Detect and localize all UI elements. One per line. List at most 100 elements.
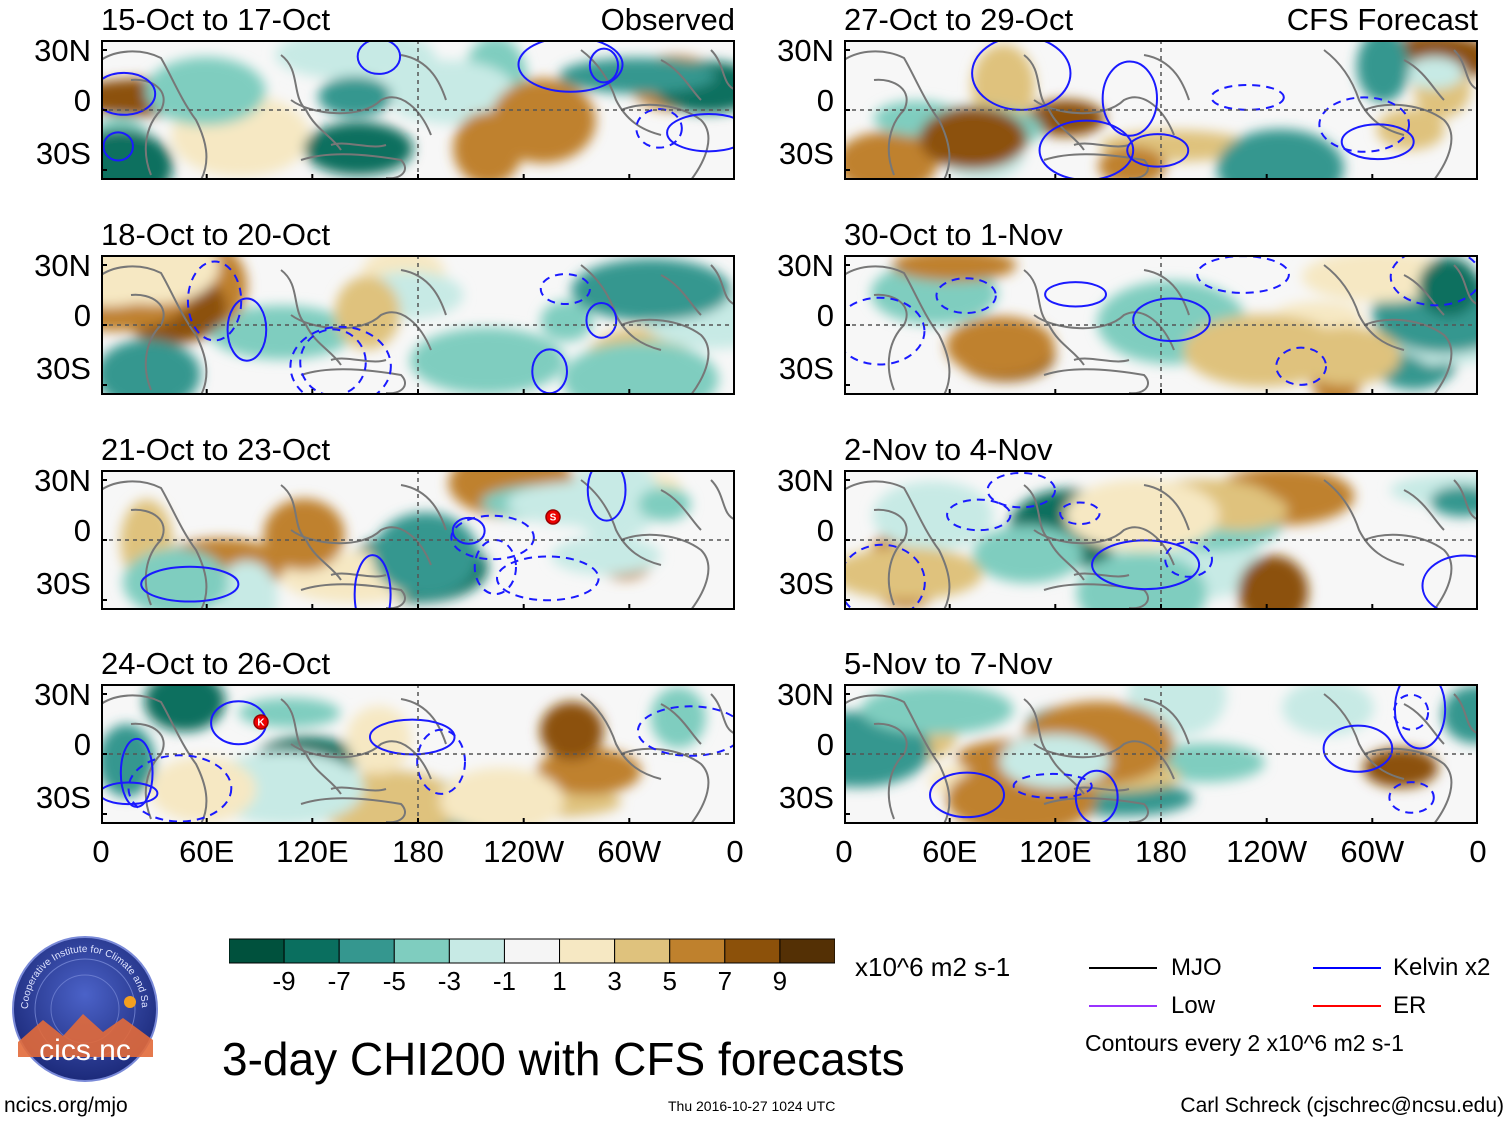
anomaly-blob — [318, 76, 392, 117]
kelvin-contour — [451, 516, 486, 545]
footer-url: ncics.org/mjo — [4, 1094, 128, 1117]
colorbar-tick-7: 5 — [662, 966, 677, 996]
anomaly-blob — [536, 748, 642, 795]
ytick-p4-2: 30S — [35, 780, 91, 815]
legend-label-kelvin: Kelvin x2 — [1393, 954, 1491, 981]
xtick-left-2: 120E — [276, 834, 349, 869]
kelvin-contour — [1044, 281, 1108, 308]
kelvin-contour — [1318, 96, 1411, 153]
colorbar-swatches — [228, 938, 836, 964]
kelvin-contour — [1012, 772, 1093, 799]
kelvin-contour — [101, 71, 157, 116]
anomaly-blob — [1282, 684, 1374, 736]
kelvin-contour — [586, 470, 627, 522]
ytick-p8-0: 30N — [777, 677, 834, 712]
anomaly-blob — [1442, 685, 1478, 744]
xtick-left-4: 120W — [483, 834, 565, 869]
anomaly-blob — [101, 339, 201, 395]
anomaly-blob — [540, 300, 593, 342]
anomaly-blob — [209, 305, 355, 360]
anomaly-blob — [145, 56, 266, 126]
ytick-p1-1: 0 — [73, 83, 91, 118]
ytick-p1-2: 30S — [35, 136, 91, 171]
observed-label: Observed — [600, 2, 735, 37]
anomaly-blob — [972, 525, 1083, 583]
kelvin-contour — [1389, 255, 1478, 307]
anomaly-blob — [1098, 146, 1167, 180]
ytick-p5-2: 30S — [778, 136, 834, 171]
legend: MJO Kelvin x2 Low ER Contours every 2 x1… — [1085, 948, 1505, 1058]
anomaly-blob — [1064, 478, 1220, 552]
kelvin-contour — [356, 40, 402, 75]
kelvin-contour — [844, 296, 926, 366]
kelvin-contour — [140, 565, 240, 603]
xtick-right-3: 180 — [1135, 834, 1187, 869]
panel-title-p8: 5-Nov to 7-Nov — [844, 646, 1053, 681]
colorbar-swatch-4 — [448, 938, 505, 964]
xtick-right-5: 60W — [1340, 834, 1405, 869]
kelvin-contour — [585, 301, 618, 339]
storm-marker-letter: K — [257, 718, 265, 729]
logo-text: cics.nc — [39, 1034, 131, 1067]
anomaly-blob — [453, 111, 523, 180]
anomaly-blob — [304, 121, 414, 176]
kelvin-contour — [1210, 83, 1285, 111]
kelvin-contour — [1421, 554, 1478, 610]
panel-title-p2: 18-Oct to 20-Oct — [101, 217, 331, 252]
anomaly-blob — [101, 129, 173, 180]
colorbar-swatch-7 — [614, 938, 671, 964]
kelvin-contour — [844, 543, 926, 610]
kelvin-contour — [1275, 346, 1328, 386]
ytick-p6-2: 30S — [778, 351, 834, 386]
map-panel-p4: K — [101, 684, 735, 824]
kelvin-contour — [1091, 539, 1201, 591]
footer-timestamp: Thu 2016-10-27 1024 UTC — [668, 1098, 836, 1114]
kelvin-contour — [588, 47, 619, 84]
panel-title-p3: 21-Oct to 23-Oct — [101, 432, 331, 467]
ytick-p5-1: 0 — [816, 83, 834, 118]
colorbar-swatch-1 — [283, 938, 340, 964]
ytick-p2-0: 30N — [34, 248, 91, 283]
colorbar-tick-0: -9 — [272, 966, 296, 996]
kelvin-contour — [299, 328, 367, 395]
anomaly-blob — [1430, 485, 1478, 517]
kelvin-contour — [1059, 501, 1101, 526]
panel-title-p6: 30-Oct to 1-Nov — [844, 217, 1063, 252]
anomaly-blob — [144, 684, 226, 732]
colorbar-tick-2: -5 — [382, 966, 406, 996]
map-panel-p2 — [101, 255, 735, 395]
ytick-p8-1: 0 — [816, 727, 834, 762]
ytick-p7-2: 30S — [778, 566, 834, 601]
colorbar-swatch-6 — [559, 938, 616, 964]
colorbar-units: x10^6 m2 s-1 — [855, 952, 1011, 982]
xtick-left-6: 0 — [726, 834, 744, 869]
colorbar-tick-5: 1 — [552, 966, 567, 996]
anomaly-blob — [274, 40, 435, 80]
legend-note: Contours every 2 x10^6 m2 s-1 — [1085, 1030, 1404, 1056]
kelvin-contour — [517, 40, 624, 93]
xtick-right-0: 0 — [835, 834, 853, 869]
kelvin-contour — [1340, 123, 1415, 161]
map-panel-p8 — [844, 684, 1478, 824]
colorbar-tick-3: -3 — [437, 966, 461, 996]
ytick-p5-0: 30N — [777, 33, 834, 68]
anomaly-blob — [334, 276, 401, 350]
anomaly-blob — [919, 107, 1028, 170]
anomaly-blob — [844, 131, 938, 180]
anomaly-blob — [999, 734, 1111, 789]
colorbar-swatch-5 — [503, 938, 561, 964]
anomaly-blob — [216, 560, 278, 610]
forecast-label: CFS Forecast — [1286, 2, 1478, 37]
anomaly-blob — [149, 756, 257, 823]
kelvin-contour — [496, 555, 600, 602]
anomaly-blob — [387, 60, 516, 125]
ytick-p4-0: 30N — [34, 677, 91, 712]
anomaly-blob — [571, 258, 732, 322]
ytick-p3-2: 30S — [35, 566, 91, 601]
panel-title-p5: 27-Oct to 29-Oct — [844, 2, 1074, 37]
legend-label-low: Low — [1171, 992, 1216, 1019]
colorbar-swatch-8 — [669, 938, 726, 964]
kelvin-contour — [1164, 541, 1213, 578]
anomaly-blob — [539, 701, 604, 761]
map-panel-p3: S — [101, 470, 735, 610]
